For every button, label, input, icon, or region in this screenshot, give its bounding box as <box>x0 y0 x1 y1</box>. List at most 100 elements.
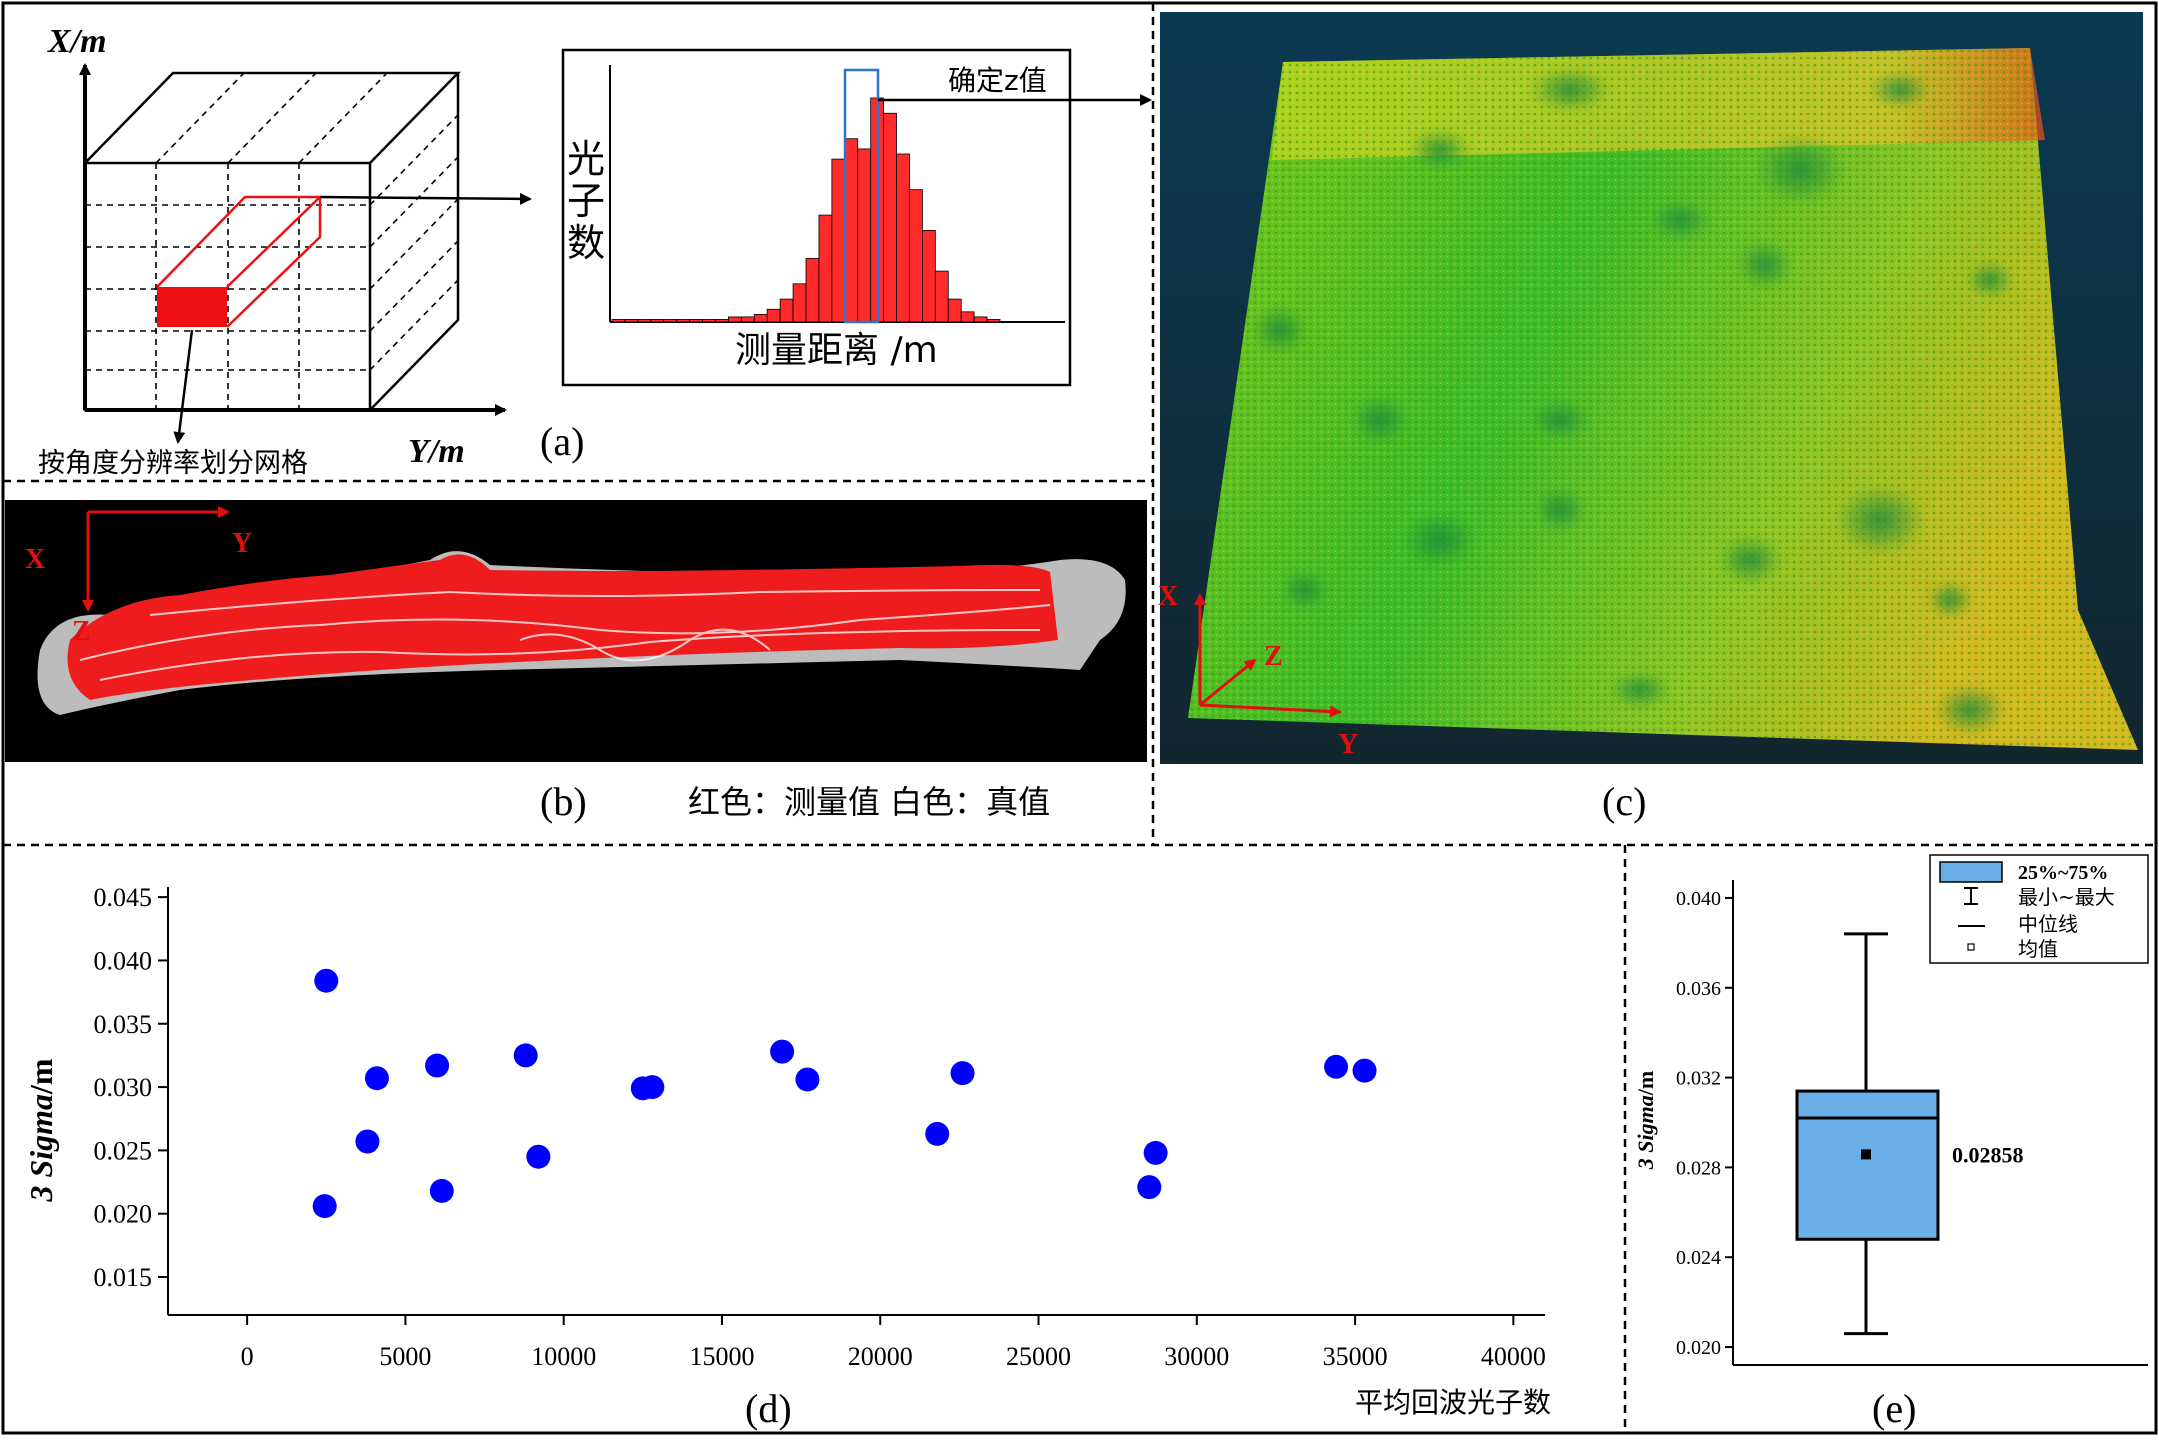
e-y-tick-label: 0.020 <box>1676 1337 1721 1359</box>
e-y-ticks: 0.020 0.024 0.028 0.032 0.036 0.040 <box>1676 888 1733 1359</box>
b-axis-x: X <box>25 544 45 575</box>
histogram-frame <box>561 48 1072 387</box>
hist-bar <box>702 319 716 323</box>
scatter-point <box>925 1121 950 1146</box>
axis-label-x: X/m <box>47 23 107 60</box>
axis-label-y: Y/m <box>408 433 465 470</box>
d-x-tick-label: 10000 <box>531 1342 596 1371</box>
legend-text-median: 中位线 <box>2018 912 2078 936</box>
hist-bar <box>844 138 859 323</box>
peak-highlight <box>843 68 880 324</box>
d-y-tick-label: 0.035 <box>94 1010 153 1039</box>
e-mean-label: 0.02858 <box>1952 1142 2024 1167</box>
hist-bar <box>934 270 949 323</box>
hist-bar <box>805 257 820 323</box>
d-x-tick-label: 35000 <box>1323 1342 1388 1371</box>
e-y-tick-label: 0.028 <box>1676 1157 1721 1179</box>
scatter-point <box>314 968 339 993</box>
hist-bar <box>676 319 691 323</box>
legend-swatch-whisker <box>1964 887 1978 905</box>
e-boxplot <box>1795 932 1940 1336</box>
selected-cell <box>157 287 227 327</box>
panel-d: 0.015 0.020 0.025 0.030 0.035 0.040 0.045 0 500… <box>23 883 1551 1431</box>
hist-ylabel: 光子数 <box>567 137 605 265</box>
hist-bar <box>792 283 807 323</box>
scatter-point <box>1137 1175 1162 1200</box>
d-x-tick-label: 30000 <box>1164 1342 1229 1371</box>
panel-label-b: (b) <box>540 779 587 824</box>
panel-label-e: (e) <box>1872 1386 1916 1431</box>
e-y-tick-label: 0.040 <box>1676 888 1721 910</box>
e-ylabel: 3 Sigma/m <box>1633 1071 1658 1170</box>
scatter-point <box>1143 1140 1168 1165</box>
hist-bar <box>909 189 923 323</box>
scatter-point <box>355 1129 380 1154</box>
d-ylabel: 3 Sigma/m <box>23 1058 59 1202</box>
hist-bar <box>689 319 703 323</box>
d-y-tick-label: 0.015 <box>94 1263 153 1292</box>
hist-bar <box>779 298 794 323</box>
c-axis-y: Y <box>1338 729 1358 760</box>
b-axis-y: Y <box>232 528 252 559</box>
d-x-tick-label: 5000 <box>379 1342 431 1371</box>
panel-label-a: (a) <box>540 419 584 464</box>
d-y-tick-label: 0.045 <box>94 883 153 912</box>
e-y-tick-label: 0.024 <box>1676 1247 1721 1269</box>
d-x-ticks: 0 5000 10000 15000 20000 25000 30000 35000 40000 <box>241 1315 1546 1371</box>
panel-label-c: (c) <box>1602 779 1646 824</box>
arrow-to-histogram <box>319 192 532 205</box>
d-x-tick-label: 0 <box>241 1342 254 1371</box>
hist-bar <box>818 214 833 323</box>
hist-bar <box>986 319 1001 323</box>
d-x-tick-label: 15000 <box>689 1342 754 1371</box>
panel-c: X Y Z (c) <box>1158 12 2143 824</box>
hist-bar <box>650 319 665 323</box>
hist-bar <box>883 112 897 323</box>
legend-swatch-mean <box>1967 943 1975 951</box>
terrain-features <box>1252 68 2014 735</box>
hist-bar <box>947 298 962 323</box>
arrow-to-caption <box>173 329 194 444</box>
d-x-tick-label: 25000 <box>1006 1342 1071 1371</box>
hist-bar <box>637 319 652 323</box>
scatter-point <box>950 1061 975 1086</box>
scatter-point <box>770 1039 795 1064</box>
hist-bar <box>857 148 872 323</box>
panel-label-d: (d) <box>745 1386 792 1431</box>
d-points <box>312 968 1377 1219</box>
hist-bar <box>896 153 910 323</box>
b-axis-z: Z <box>72 616 91 647</box>
scatter-point <box>795 1067 820 1092</box>
legend-swatch-box <box>1939 861 2003 883</box>
legend-text-minmax: 最小~最大 <box>2018 885 2115 909</box>
iqr-box <box>1795 1089 1940 1241</box>
d-y-tick-label: 0.030 <box>94 1073 153 1102</box>
scatter-point <box>429 1178 454 1203</box>
grid-caption: 按角度分辨率划分网格 <box>38 448 308 479</box>
d-y-tick-label: 0.040 <box>94 946 153 975</box>
hist-bar <box>831 158 846 323</box>
hist-bar <box>728 316 742 323</box>
scatter-point <box>425 1053 450 1078</box>
grid-cube <box>83 71 461 412</box>
c-axis-z: Z <box>1264 641 1283 672</box>
hist-arrow-label: 确定z值 <box>948 64 1047 97</box>
hist-bar <box>624 319 639 323</box>
hist-xlabel: 测量距离 /m <box>735 330 938 371</box>
hist-bar <box>611 319 626 323</box>
scatter-point <box>312 1194 337 1219</box>
d-y-tick-label: 0.020 <box>94 1200 153 1229</box>
hist-bar <box>753 313 768 323</box>
e-y-tick-label: 0.036 <box>1676 978 1721 1000</box>
panel-e: 0.020 0.024 0.028 0.032 0.036 0.040 3 Sigma/m… <box>1633 854 2149 1431</box>
b-legend-text: 红色：测量值 白色：真值 <box>688 783 1050 821</box>
d-xlabel: 平均回波光子数 <box>1355 1386 1551 1419</box>
scatter-point <box>526 1144 551 1169</box>
scatter-point <box>513 1043 538 1068</box>
e-y-tick-label: 0.032 <box>1676 1068 1721 1090</box>
c-axis-x: X <box>1158 581 1178 612</box>
hist-bar <box>960 311 975 323</box>
hist-bar <box>766 308 781 323</box>
d-y-tick-label: 0.025 <box>94 1136 153 1165</box>
